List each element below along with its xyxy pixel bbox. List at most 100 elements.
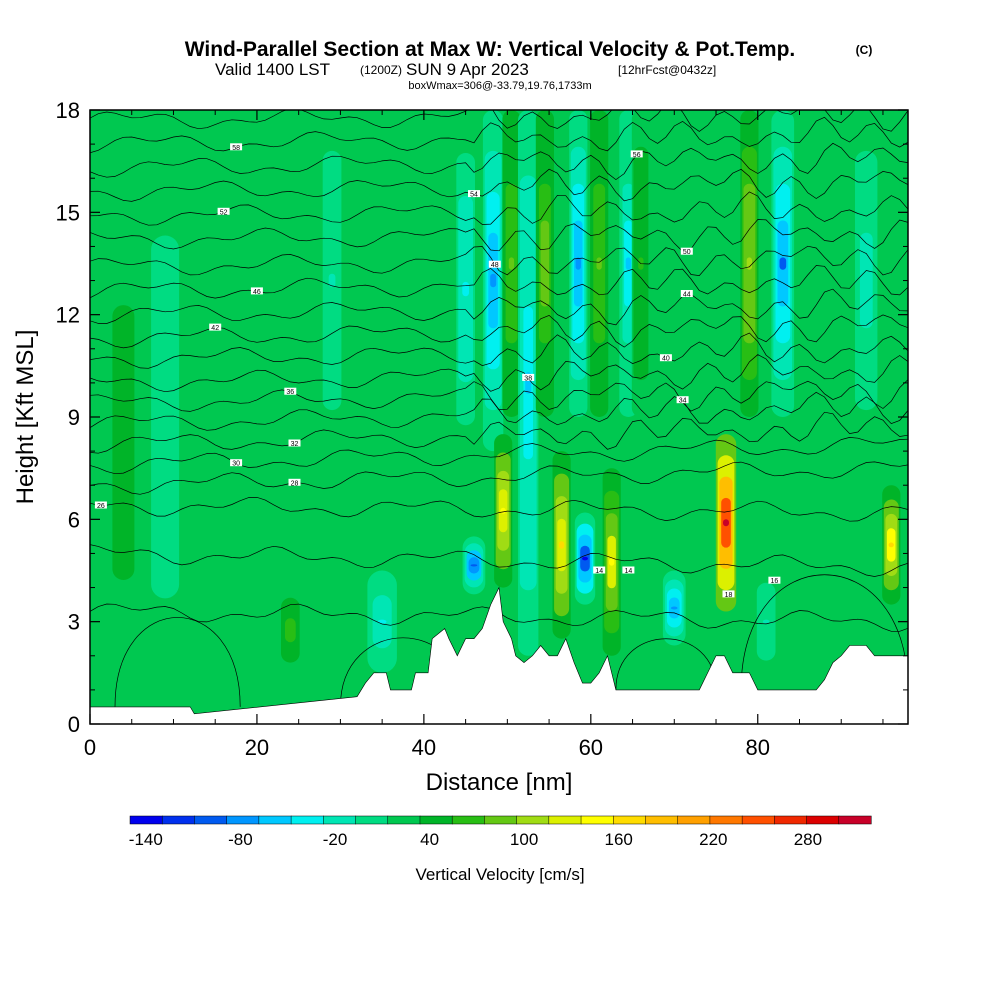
velocity-cell-7-4 [490, 273, 497, 288]
colorbar-swatch-4 [258, 815, 292, 825]
theta-contour-8 [90, 354, 908, 393]
theta-label-15: 52 [220, 209, 228, 216]
theta-label-18: 58 [232, 145, 240, 152]
subtitle-forecast: [12hrFcst@0432z] [618, 63, 716, 77]
theta-label-bg-4 [230, 459, 243, 467]
velocity-cell-13-4 [575, 257, 581, 270]
theta-label-bg-13 [488, 260, 501, 268]
theta-contour-12 [90, 265, 908, 299]
x-tick-label-2: 40 [412, 735, 436, 760]
theta-label-6: 34 [679, 398, 687, 405]
plot-area: 26 28 30 32 34 36 38 40 42 44 46 48 50 52 54 56 58 14 14 18… [90, 110, 908, 724]
theta-label-17: 56 [633, 152, 641, 159]
theta-label-bg-3 [288, 478, 301, 486]
lower-label-3: 16 [771, 578, 779, 585]
y-axis-label: Height [Kft MSL] [12, 330, 39, 505]
theta-contour-19 [90, 110, 908, 132]
x-tick-label-0: 0 [84, 735, 96, 760]
subtitle-line: Valid 1400 LST (1200Z) SUN 9 Apr 2023 [1… [215, 60, 716, 79]
theta-contour-10 [90, 314, 908, 349]
colorbar-label: Vertical Velocity [cm/s] [415, 865, 584, 884]
theta-label-8: 38 [524, 375, 532, 382]
theta-label-bg-14 [680, 247, 693, 255]
velocity-cell-15-4 [596, 257, 602, 270]
theta-label-bg-10 [209, 323, 222, 331]
x-tick-label-4: 80 [746, 735, 770, 760]
theta-contour-13 [90, 245, 908, 276]
velocity-cell-1-4 [160, 407, 171, 427]
theta-label-bg-9 [659, 354, 672, 362]
velocity-cell-3-4 [377, 619, 387, 624]
theta-contour-18 [90, 116, 908, 154]
theta-label-10: 42 [211, 325, 219, 332]
velocity-cell-20-4 [723, 519, 729, 527]
potential-temperature-contours [90, 110, 908, 632]
y-tick-label-6: 18 [56, 98, 80, 123]
chart-title: Wind-Parallel Section at Max W: Vertical… [185, 38, 796, 61]
velocity-cell-22-4 [779, 257, 787, 270]
colorbar-ticks: -140 -80 -20 40 100 160 220 280 [129, 830, 822, 849]
velocity-cell-16-4 [609, 558, 615, 566]
colorbar-tick-label-0: -140 [129, 830, 163, 849]
theta-label-bg-11 [680, 290, 693, 297]
theta-contour-11 [90, 288, 908, 326]
colorbar-swatch-21 [806, 815, 840, 825]
velocity-cell-4-4 [328, 273, 336, 288]
colorbar-tick-label-3: 40 [420, 830, 439, 849]
theta-label-bg-8 [522, 373, 535, 381]
colorbar-tick-label-7: 280 [794, 830, 822, 849]
theta-label-bg-17 [630, 150, 643, 158]
theta-contour-1 [90, 544, 908, 577]
colorbar-swatch-9 [419, 815, 453, 825]
velocity-cell-19-4 [670, 606, 678, 610]
colorbar-tick-label-1: -80 [228, 830, 253, 849]
colorbar-swatch-10 [451, 815, 485, 825]
theta-label-5: 32 [291, 441, 299, 448]
y-tick-label-2: 6 [68, 507, 80, 532]
velocity-cell-12-4 [558, 541, 565, 549]
theta-label-3: 28 [291, 480, 299, 487]
colorbar-tick-label-6: 220 [699, 830, 727, 849]
theta-contour-16 [90, 168, 908, 202]
colorbar-swatch-5 [290, 815, 324, 825]
theta-contour-7 [90, 379, 908, 412]
theta-contour-4 [90, 437, 908, 475]
theta-label-12: 46 [253, 289, 261, 296]
colorbar-swatch-20 [774, 815, 808, 825]
colorbar-tick-label-5: 160 [605, 830, 633, 849]
lower-label-1: 14 [625, 568, 633, 575]
velocity-cell-24-4 [888, 542, 894, 548]
y-tick-label-3: 9 [68, 405, 80, 430]
colorbar-swatch-12 [516, 815, 550, 825]
theta-contour-5 [90, 411, 908, 454]
theta-label-bg-5 [288, 439, 301, 447]
colorbar-tick-label-2: -20 [323, 830, 348, 849]
theta-label-13: 48 [491, 262, 499, 269]
theta-contour-2 [90, 496, 908, 522]
theta-contour-3 [90, 461, 908, 495]
theta-label-bg-16 [468, 190, 480, 198]
lower-label-bg-3 [768, 576, 781, 584]
theta-label-bg-18 [230, 143, 243, 151]
colorbar-swatch-0 [129, 815, 163, 825]
colorbar-swatch-15 [613, 815, 647, 825]
colorbar-swatch-19 [741, 815, 775, 825]
info-line: boxWmax=306@-33.79,19.76,1733m [408, 80, 591, 92]
contour-labels: 26 28 30 32 34 36 38 40 42 44 46 48 50 52 54 56 58 14 14 18… [94, 143, 781, 599]
theta-label-bg-6 [676, 396, 689, 404]
subtitle-valid: Valid 1400 LST [215, 60, 330, 79]
copyright-mark: (C) [856, 43, 873, 57]
theta-label-bg-15 [217, 207, 230, 215]
theta-label-7: 36 [286, 389, 294, 396]
velocity-cell-9-4 [508, 257, 515, 270]
velocity-cell-14-4 [582, 556, 588, 561]
lower-label-2: 18 [725, 592, 733, 599]
y-tick-label-4: 12 [56, 303, 80, 328]
colorbar-swatch-8 [387, 815, 421, 825]
theta-label-16: 54 [470, 192, 478, 199]
velocity-cell-6-4 [470, 564, 478, 567]
colorbar-swatch-22 [838, 815, 872, 825]
theta-label-bg-12 [250, 287, 263, 295]
theta-contour-17 [90, 142, 908, 181]
